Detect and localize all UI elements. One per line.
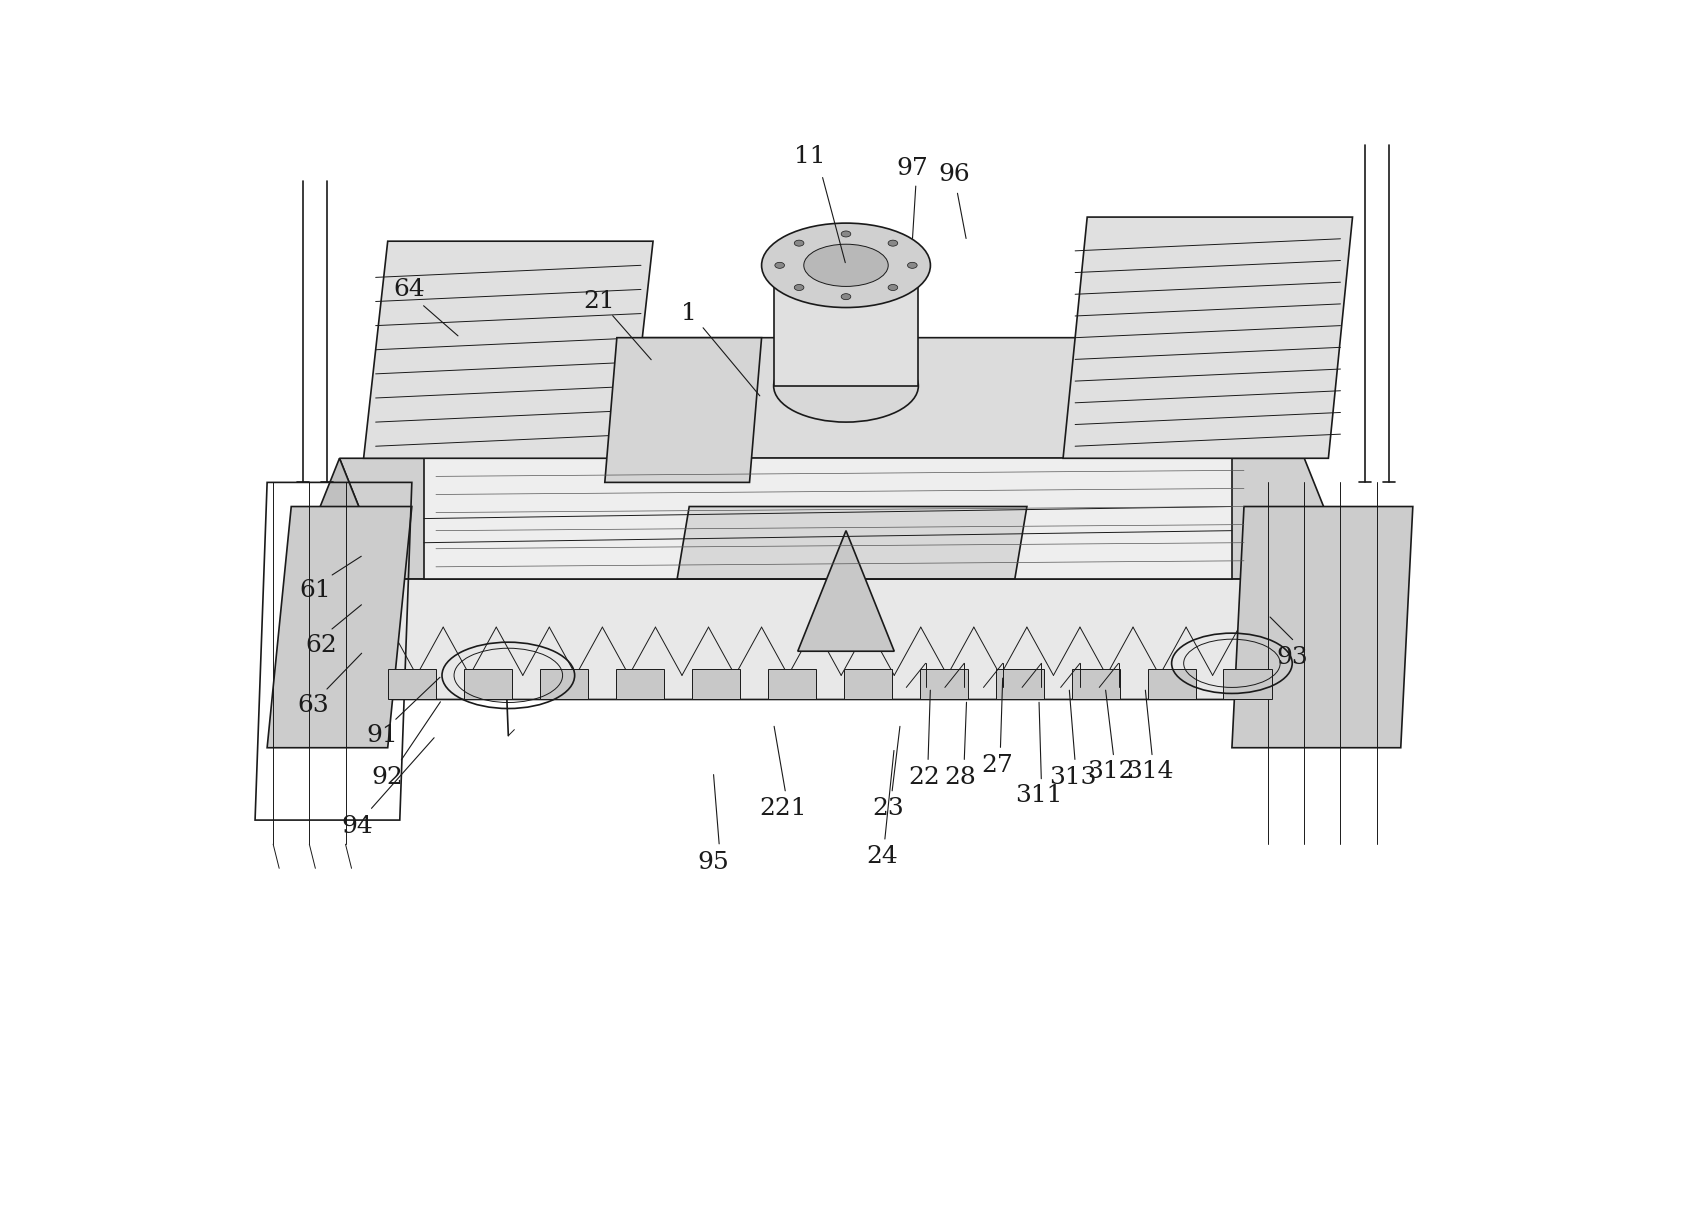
Polygon shape xyxy=(425,338,1281,458)
Text: 95: 95 xyxy=(697,850,729,874)
Polygon shape xyxy=(797,531,895,651)
Polygon shape xyxy=(387,669,437,699)
Polygon shape xyxy=(768,669,816,699)
Polygon shape xyxy=(1223,669,1272,699)
Polygon shape xyxy=(844,669,892,699)
Polygon shape xyxy=(677,507,1027,579)
Ellipse shape xyxy=(907,262,917,268)
Text: 22: 22 xyxy=(909,766,941,790)
Polygon shape xyxy=(425,458,1232,579)
Ellipse shape xyxy=(794,285,804,291)
Polygon shape xyxy=(1071,669,1120,699)
Text: 91: 91 xyxy=(365,724,398,748)
Text: 97: 97 xyxy=(897,157,929,181)
Text: 221: 221 xyxy=(760,796,807,820)
Ellipse shape xyxy=(888,240,898,246)
Text: 21: 21 xyxy=(584,289,614,314)
Text: 313: 313 xyxy=(1049,766,1096,790)
Text: 63: 63 xyxy=(298,693,328,718)
Text: 61: 61 xyxy=(299,579,332,603)
Text: 23: 23 xyxy=(873,796,904,820)
Text: 24: 24 xyxy=(866,844,898,868)
Polygon shape xyxy=(1063,217,1352,458)
Text: 64: 64 xyxy=(394,277,425,302)
Text: 94: 94 xyxy=(342,814,374,838)
Text: 27: 27 xyxy=(981,754,1012,778)
Text: 92: 92 xyxy=(372,766,404,790)
Ellipse shape xyxy=(794,240,804,246)
Text: 28: 28 xyxy=(944,766,976,790)
Polygon shape xyxy=(267,507,411,748)
Ellipse shape xyxy=(804,244,888,286)
Polygon shape xyxy=(995,669,1044,699)
Polygon shape xyxy=(919,669,968,699)
Polygon shape xyxy=(692,669,739,699)
Text: 311: 311 xyxy=(1015,784,1063,808)
Text: 96: 96 xyxy=(939,163,971,187)
Polygon shape xyxy=(1147,669,1196,699)
Polygon shape xyxy=(340,579,1352,699)
Text: 314: 314 xyxy=(1127,760,1174,784)
Ellipse shape xyxy=(761,223,931,308)
Text: 312: 312 xyxy=(1088,760,1135,784)
Ellipse shape xyxy=(841,230,851,236)
Polygon shape xyxy=(1232,507,1413,748)
Ellipse shape xyxy=(888,285,898,291)
Polygon shape xyxy=(364,241,653,458)
Text: 93: 93 xyxy=(1276,645,1308,669)
Polygon shape xyxy=(540,669,587,699)
Ellipse shape xyxy=(775,262,785,268)
Polygon shape xyxy=(616,669,663,699)
Polygon shape xyxy=(773,265,919,386)
Ellipse shape xyxy=(841,294,851,300)
Text: 1: 1 xyxy=(682,302,697,326)
Polygon shape xyxy=(291,458,387,699)
Polygon shape xyxy=(464,669,513,699)
Text: 62: 62 xyxy=(306,633,337,657)
Polygon shape xyxy=(340,458,1352,579)
Text: 11: 11 xyxy=(794,145,826,169)
Polygon shape xyxy=(604,338,761,482)
Ellipse shape xyxy=(773,350,919,422)
